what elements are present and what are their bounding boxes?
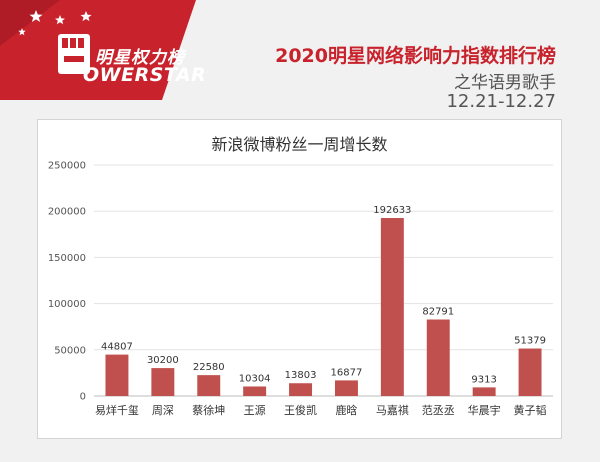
y-tick-label: 100000 (48, 299, 86, 310)
y-tick-label: 250000 (48, 161, 86, 172)
y-tick-label: 0 (80, 392, 86, 403)
x-category-label: 华晨宇 (468, 403, 501, 417)
powerstar-banner: 明星权力榜 OWERSTAR (0, 0, 210, 100)
data-label: 192633 (373, 205, 411, 216)
chart-title: 新浪微博粉丝一周增长数 (211, 135, 388, 154)
data-label: 82791 (422, 307, 454, 318)
data-label: 44807 (101, 342, 133, 353)
bar (243, 386, 267, 396)
date-range: 12.21-12.27 (446, 91, 556, 112)
bar (518, 348, 542, 396)
x-category-label: 王俊凯 (284, 403, 317, 417)
logo-chinese-text: 明星权力榜 (95, 48, 185, 68)
chart-card: 新浪微博粉丝一周增长数 0 50000 100000 150000 200000 2500… (37, 119, 562, 439)
y-tick-label: 150000 (48, 253, 86, 264)
data-label: 10304 (239, 373, 271, 384)
bar (380, 218, 404, 396)
x-category-label: 易烊千玺 (95, 403, 139, 417)
star-icon (80, 11, 92, 22)
x-category-label: 范丞丞 (422, 403, 455, 417)
data-label: 9313 (471, 374, 496, 385)
logo-english-text: OWERSTAR (83, 64, 207, 86)
x-category-label: 鹿晗 (335, 403, 357, 417)
x-category-label: 黄子韬 (514, 403, 547, 417)
page-title: 2020明星网络影响力指数排行榜 (275, 45, 556, 67)
bar (334, 380, 358, 396)
bar (151, 368, 175, 396)
y-tick-label: 200000 (48, 207, 86, 218)
star-icon (29, 10, 43, 22)
bar (197, 375, 221, 396)
y-tick-label: 50000 (54, 345, 86, 356)
bar (105, 354, 129, 396)
x-category-label: 周深 (152, 404, 174, 417)
data-label: 51379 (514, 336, 546, 347)
data-label: 13803 (285, 370, 317, 381)
data-label: 16877 (331, 367, 363, 378)
x-category-label: 蔡徐坤 (192, 403, 225, 417)
fist-icon (58, 34, 90, 74)
star-icon (18, 28, 26, 36)
x-category-label: 马嘉祺 (376, 403, 409, 417)
star-icon (55, 15, 65, 25)
data-label: 30200 (147, 355, 179, 366)
data-label: 22580 (193, 362, 225, 373)
bar (426, 319, 450, 396)
bar (289, 383, 313, 396)
x-category-label: 王源 (244, 403, 266, 417)
bar-chart: 0 50000 100000 150000 200000 250000 44807 易烊千玺 3… (48, 161, 553, 417)
banner-graphic (0, 0, 196, 100)
bar (472, 387, 496, 396)
page-subtitle: 之华语男歌手 (454, 73, 556, 93)
